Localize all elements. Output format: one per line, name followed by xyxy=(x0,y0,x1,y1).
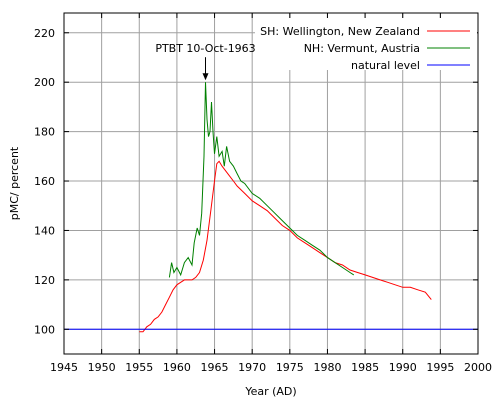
y-tick-label: 180 xyxy=(34,126,55,139)
annotation-label: PTBT 10-Oct-1963 xyxy=(155,42,255,55)
x-tick-label: 1955 xyxy=(125,361,153,374)
x-tick-label: 1975 xyxy=(276,361,304,374)
legend: SH: Wellington, New Zealand NH: Vermunt, … xyxy=(255,18,477,72)
annotation-arrowhead xyxy=(202,73,209,81)
y-tick-label: 220 xyxy=(34,27,55,40)
x-tick-label: 2000 xyxy=(464,361,492,374)
x-tick-label: 1970 xyxy=(238,361,266,374)
y-axis-ticks: 100 120 140 160 180 200 220 xyxy=(34,27,478,336)
y-axis-label: pMC/ percent xyxy=(8,146,21,220)
x-tick-label: 1985 xyxy=(351,361,379,374)
y-tick-label: 140 xyxy=(34,224,55,237)
legend-entry-label: NH: Vermunt, Austria xyxy=(304,42,420,55)
x-tick-label: 1995 xyxy=(426,361,454,374)
x-axis-label: Year (AD) xyxy=(244,385,296,398)
y-tick-label: 120 xyxy=(34,274,55,287)
x-tick-label: 1945 xyxy=(50,361,78,374)
legend-background xyxy=(255,18,477,70)
x-tick-label: 1980 xyxy=(313,361,341,374)
y-tick-label: 160 xyxy=(34,175,55,188)
x-tick-label: 1950 xyxy=(88,361,116,374)
series-lines xyxy=(64,82,478,333)
x-tick-label: 1965 xyxy=(201,361,229,374)
plot-frame xyxy=(63,12,479,355)
series-line-1 xyxy=(168,82,355,278)
y-tick-label: 200 xyxy=(34,76,55,89)
y-tick-label: 100 xyxy=(34,323,55,336)
x-tick-label: 1960 xyxy=(163,361,191,374)
legend-entry-label: natural level xyxy=(351,59,420,72)
series-line-0 xyxy=(139,160,432,333)
legend-entry-label: SH: Wellington, New Zealand xyxy=(260,25,420,38)
x-axis-ticks: 1945 1950 1955 1960 1965 1970 1975 1980 1985 1990… xyxy=(50,13,492,374)
x-tick-label: 1990 xyxy=(389,361,417,374)
annotations: PTBT 10-Oct-1963 xyxy=(155,42,256,81)
